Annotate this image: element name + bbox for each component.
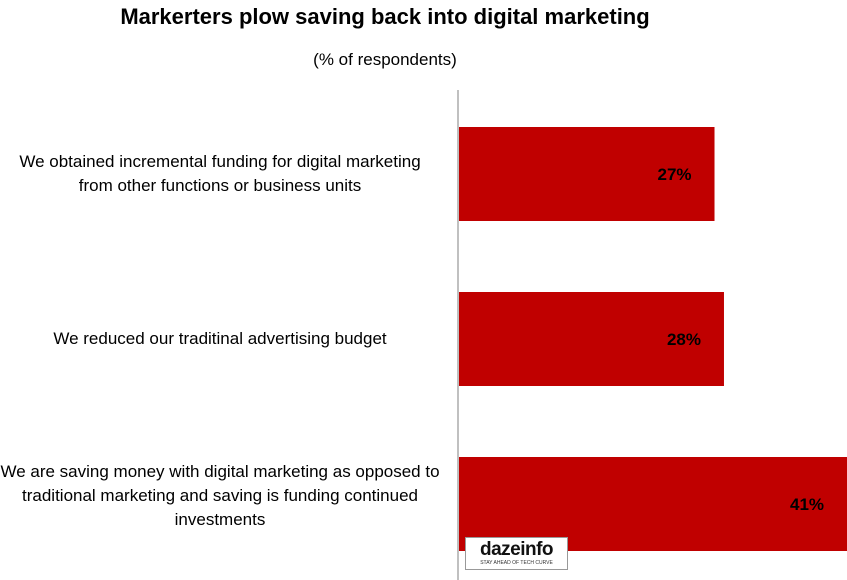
- watermark-logo: dazeinfo STAY AHEAD OF TECH CURVE: [465, 537, 568, 570]
- category-label-3: We are saving money with digital marketi…: [0, 462, 440, 529]
- chart-title: Markerters plow saving back into digital…: [120, 4, 650, 29]
- watermark-text: dazeinfo: [479, 539, 554, 560]
- watermark-tagline: STAY AHEAD OF TECH CURVE: [480, 560, 553, 566]
- bar-3: [459, 457, 847, 551]
- bar-2: [459, 292, 724, 386]
- category-label-1: We obtained incremental funding for digi…: [19, 152, 421, 195]
- chart-subtitle: (% of respondents): [313, 50, 457, 69]
- data-label-1: 27%: [657, 165, 691, 184]
- data-label-3: 41%: [790, 495, 824, 514]
- category-label-2: We reduced our traditinal advertising bu…: [53, 329, 387, 348]
- bar-1: [459, 127, 715, 221]
- data-label-2: 28%: [667, 330, 701, 349]
